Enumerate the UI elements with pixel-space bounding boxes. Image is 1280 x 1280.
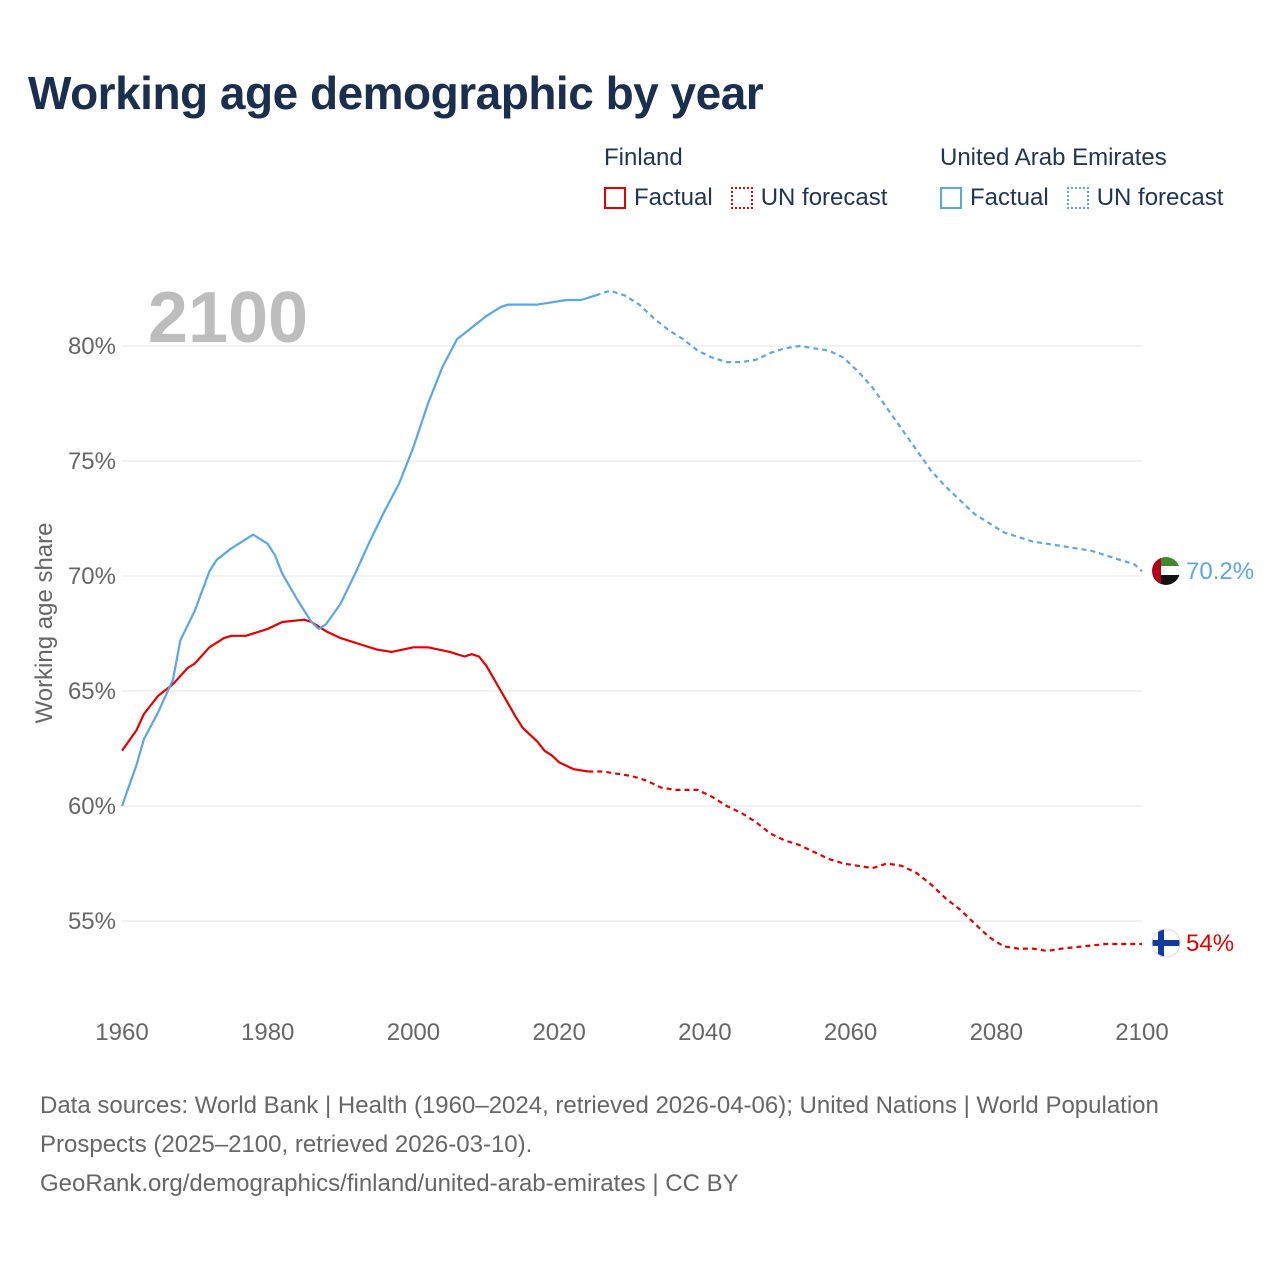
- gridlines: [122, 345, 1142, 922]
- legend-finland-forecast-swatch: [730, 187, 753, 209]
- y-axis-ticks: 55% 60% 65% 70% 75% 80%: [68, 333, 116, 935]
- uae-flag-icon: [1152, 557, 1180, 585]
- chart-title: Working age demographic by year: [28, 67, 764, 119]
- footer-sources-text: Data sources: World Bank | Health (1960–…: [40, 1092, 1159, 1158]
- legend-uae-forecast-swatch: [1066, 187, 1089, 209]
- legend-finland-factual-swatch: [604, 187, 626, 209]
- legend-finland-factual[interactable]: Factual: [604, 184, 713, 212]
- finland-end-value: 54%: [1186, 930, 1234, 957]
- y-tick-label: 80%: [68, 333, 116, 360]
- legend-uae-factual-label: Factual: [970, 184, 1049, 211]
- finland-flag-icon: [1151, 928, 1181, 958]
- x-tick-label: 1980: [241, 1019, 294, 1046]
- finland-factual-line[interactable]: [121, 618, 589, 773]
- x-tick-label: 2040: [678, 1019, 731, 1046]
- legend-uae-forecast-label: UN forecast: [1096, 184, 1224, 211]
- legend-finland-forecast-label: UN forecast: [760, 184, 888, 211]
- x-tick-label: 2080: [970, 1019, 1023, 1046]
- y-tick-label: 60%: [68, 793, 116, 820]
- legend-finland-name: Finland: [604, 144, 683, 171]
- x-tick-label: 2060: [824, 1019, 877, 1046]
- legend-uae-forecast[interactable]: UN forecast: [1066, 184, 1224, 212]
- legend-uae-factual[interactable]: Factual: [940, 184, 1049, 212]
- x-tick-label: 1960: [95, 1019, 148, 1046]
- x-axis-ticks: 1960 1980 2000 2020 2040 2060 2080 2100: [95, 1019, 1168, 1046]
- x-tick-label: 2000: [387, 1019, 440, 1046]
- legend-uae-factual-swatch: [940, 187, 962, 209]
- legend-uae: United Arab Emirates Factual UN forecast: [940, 144, 1241, 212]
- y-axis-label: Working age share: [31, 523, 58, 724]
- y-tick-label: 70%: [68, 563, 116, 590]
- x-tick-label: 2020: [532, 1019, 585, 1046]
- series-lines: [120, 289, 1143, 953]
- finland-forecast-line[interactable]: [588, 770, 1142, 953]
- uae-end-value: 70.2%: [1186, 558, 1254, 585]
- line-chart: 55% 60% 65% 70% 75% 80% 1960 1980 2000 2020 2040 2…: [31, 278, 1254, 1046]
- year-watermark: 2100: [148, 278, 308, 358]
- uae-forecast-line[interactable]: [595, 289, 1143, 573]
- end-markers: 70.2% 54%: [1151, 557, 1254, 958]
- footer-license-text: GeoRank.org/demographics/finland/united-…: [40, 1170, 739, 1197]
- y-tick-label: 65%: [68, 678, 116, 705]
- y-tick-label: 55%: [68, 908, 116, 935]
- footer-sources: Data sources: World Bank | Health (1960–…: [40, 1086, 1220, 1203]
- uae-factual-line[interactable]: [120, 294, 596, 807]
- legend-finland-factual-label: Factual: [634, 184, 713, 211]
- legend-finland: Finland Factual UN forecast: [604, 144, 905, 212]
- y-tick-label: 75%: [68, 448, 116, 475]
- legend-uae-name: United Arab Emirates: [940, 144, 1167, 171]
- x-tick-label: 2100: [1115, 1019, 1168, 1046]
- legend-finland-forecast[interactable]: UN forecast: [730, 184, 888, 212]
